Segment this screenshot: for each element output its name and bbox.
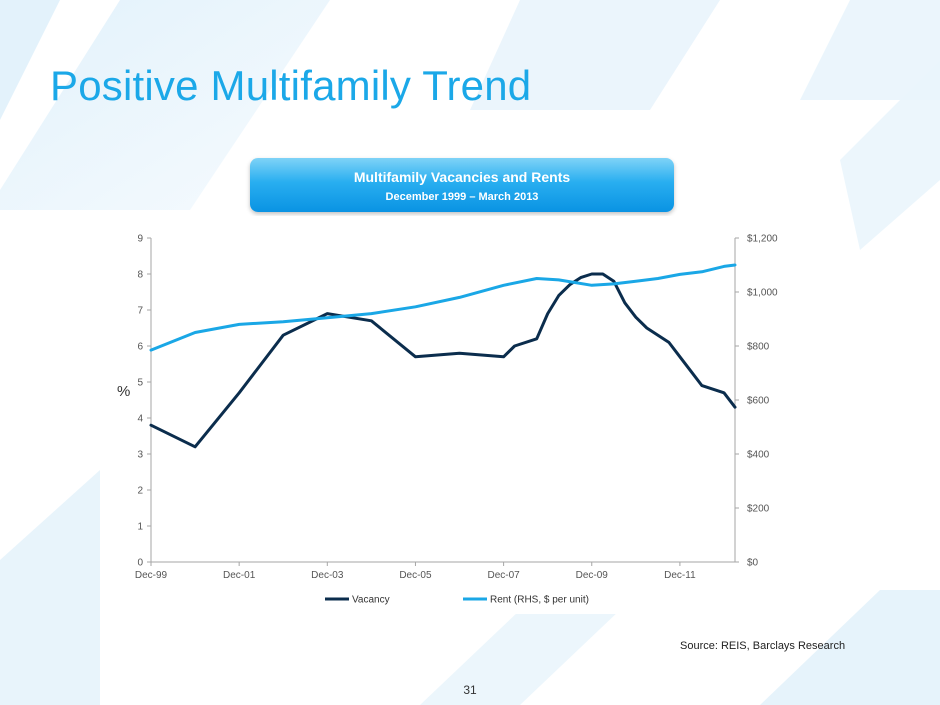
right-tick-label: $1,000	[747, 288, 778, 299]
x-tick-label: Dec-09	[576, 570, 609, 581]
left-tick-label: 0	[137, 558, 143, 569]
left-tick-label: 1	[137, 522, 143, 533]
chart-subtitle: December 1999 – March 2013	[385, 191, 539, 203]
left-tick-label: 5	[137, 378, 143, 389]
left-tick-label: 9	[137, 234, 143, 245]
left-tick-label: 6	[137, 342, 143, 353]
right-tick-label: $1,200	[747, 234, 778, 245]
right-tick-label: $800	[747, 342, 770, 353]
x-tick-label: Dec-99	[135, 570, 168, 581]
page-title: Positive Multifamily Trend	[50, 62, 532, 109]
x-tick-label: Dec-07	[487, 570, 520, 581]
y-axis-label: %	[117, 383, 130, 400]
legend-label-rent: Rent (RHS, $ per unit)	[490, 595, 589, 606]
source-note: Source: REIS, Barclays Research	[680, 640, 846, 652]
right-tick-label: $200	[747, 504, 770, 515]
left-tick-label: 2	[137, 486, 143, 497]
chart-banner: Multifamily Vacancies and Rents December…	[250, 158, 674, 212]
chart: 0 1 2 3 4 5 6 7 8 9 $0 $200 $400 $600 $800 $1,000 $1,200…	[117, 234, 778, 606]
x-tick-label: Dec-01	[223, 570, 256, 581]
chart-title: Multifamily Vacancies and Rents	[353, 169, 571, 185]
page-number: 31	[463, 683, 477, 697]
left-tick-label: 3	[137, 450, 143, 461]
right-tick-label: $400	[747, 450, 770, 461]
left-tick-label: 8	[137, 270, 143, 281]
x-tick-label: Dec-11	[664, 570, 696, 581]
left-tick-label: 4	[137, 414, 143, 425]
series-line-rent	[149, 263, 737, 352]
chart-panel: 0 1 2 3 4 5 6 7 8 9 $0 $200 $400 $600 $800 $1,000 $1,200…	[101, 216, 815, 614]
right-tick-label: $600	[747, 396, 770, 407]
x-tick-label: Dec-05	[399, 570, 432, 581]
legend-label-vacancy: Vacancy	[352, 595, 390, 606]
x-tick-label: Dec-03	[311, 570, 344, 581]
left-tick-label: 7	[137, 306, 143, 317]
right-tick-label: $0	[747, 558, 759, 569]
